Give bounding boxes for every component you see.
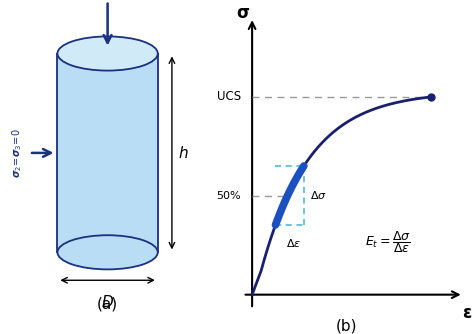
Text: $\boldsymbol{\sigma}_2\!=\!\boldsymbol{\sigma}_3\!=\!0$: $\boldsymbol{\sigma}_2\!=\!\boldsymbol{\…	[10, 128, 24, 178]
Text: $\mathbf{\varepsilon}$: $\mathbf{\varepsilon}$	[462, 304, 473, 322]
Ellipse shape	[57, 36, 158, 70]
Ellipse shape	[57, 235, 158, 270]
Text: 50%: 50%	[216, 191, 241, 201]
Text: $D$: $D$	[101, 294, 114, 310]
Text: $E_t = \dfrac{\Delta\sigma}{\Delta\varepsilon}$: $E_t = \dfrac{\Delta\sigma}{\Delta\varep…	[365, 229, 411, 255]
Text: (b): (b)	[336, 319, 357, 334]
Bar	[57, 53, 158, 252]
Text: UCS: UCS	[217, 91, 241, 103]
Text: (a): (a)	[97, 296, 118, 311]
Text: $\Delta\varepsilon$: $\Delta\varepsilon$	[286, 237, 301, 249]
Text: $\mathbf{\sigma}$: $\mathbf{\sigma}$	[236, 4, 250, 22]
Text: $h$: $h$	[178, 145, 189, 161]
Text: $\Delta\sigma$: $\Delta\sigma$	[310, 189, 327, 201]
